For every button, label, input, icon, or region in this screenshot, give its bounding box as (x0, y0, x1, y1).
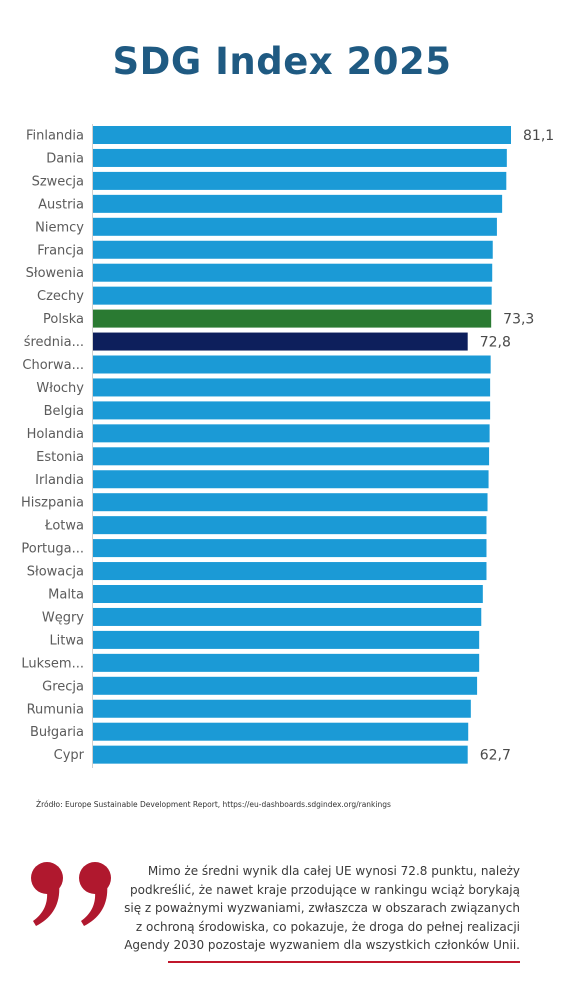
category-label: Niemcy (35, 220, 84, 235)
bar-chart: Finlandia Dania Szwecja Austria Niemcy Francj… (21, 124, 554, 768)
bar (93, 493, 488, 512)
bar (93, 194, 503, 213)
category-label: Cypr (54, 748, 85, 763)
bar (93, 424, 490, 443)
category-label: Węgry (42, 610, 84, 625)
bar (93, 332, 468, 351)
category-label: Francja (37, 243, 84, 258)
bar (93, 447, 490, 466)
bar (93, 263, 493, 282)
category-label: Hiszpania (21, 496, 84, 511)
data-label: 72,8 (480, 335, 511, 351)
category-label: Czechy (37, 289, 84, 304)
category-label: Irlandia (35, 473, 84, 488)
data-label: 81,1 (523, 128, 554, 144)
bar (93, 516, 487, 535)
bar (93, 240, 493, 259)
category-label: Portuga... (21, 542, 84, 557)
bar (93, 722, 469, 741)
bar (93, 309, 492, 328)
category-labels: Finlandia Dania Szwecja Austria Niemcy Francj… (21, 129, 85, 764)
bar (93, 676, 478, 695)
source-note: Źródło: Europe Sustainable Development R… (36, 800, 391, 809)
category-label: Estonia (36, 450, 84, 465)
bar (93, 401, 491, 420)
category-label: Malta (48, 588, 84, 603)
bar (93, 470, 489, 489)
bar (93, 126, 511, 144)
bar (93, 653, 480, 672)
bar (93, 630, 480, 649)
category-label: Słowenia (26, 266, 84, 281)
bar (93, 378, 491, 397)
category-label: Finlandia (26, 129, 84, 144)
bars-group (93, 126, 511, 764)
bar (93, 699, 471, 718)
bar (93, 539, 487, 558)
category-label: Dania (46, 151, 84, 166)
category-label: Holandia (27, 427, 84, 442)
category-label: Słowacja (27, 565, 84, 580)
category-label: Rumunia (27, 702, 84, 717)
quote-underline (168, 961, 520, 963)
quote-text: Mimo że średni wynik dla całej UE wynosi… (124, 864, 520, 953)
category-label: Włochy (36, 381, 84, 396)
bar (93, 585, 483, 603)
bar (93, 286, 492, 305)
category-label: Bułgaria (30, 725, 84, 740)
bar (93, 607, 482, 626)
category-label: Austria (38, 197, 84, 212)
bar (93, 745, 468, 764)
bar (93, 562, 487, 581)
category-label: Grecja (42, 679, 84, 694)
category-label: Belgia (44, 404, 84, 419)
category-label: Chorwa... (22, 358, 84, 373)
bar (93, 217, 497, 236)
category-label: Polska (43, 312, 84, 327)
category-label: Litwa (49, 633, 84, 648)
category-label: średnia... (24, 335, 84, 350)
bar (93, 355, 491, 374)
category-label: Szwecja (32, 174, 84, 189)
page-title: SDG Index 2025 (112, 40, 452, 83)
quote-icon (31, 862, 111, 926)
category-label: Luksem... (21, 656, 84, 671)
bar (93, 171, 507, 190)
bar (93, 148, 507, 167)
category-label: Łotwa (44, 519, 84, 534)
data-label: 73,3 (503, 312, 534, 328)
data-label: 62,7 (480, 748, 511, 764)
data-labels: 81,1 73,3 72,8 62,7 (480, 128, 554, 764)
